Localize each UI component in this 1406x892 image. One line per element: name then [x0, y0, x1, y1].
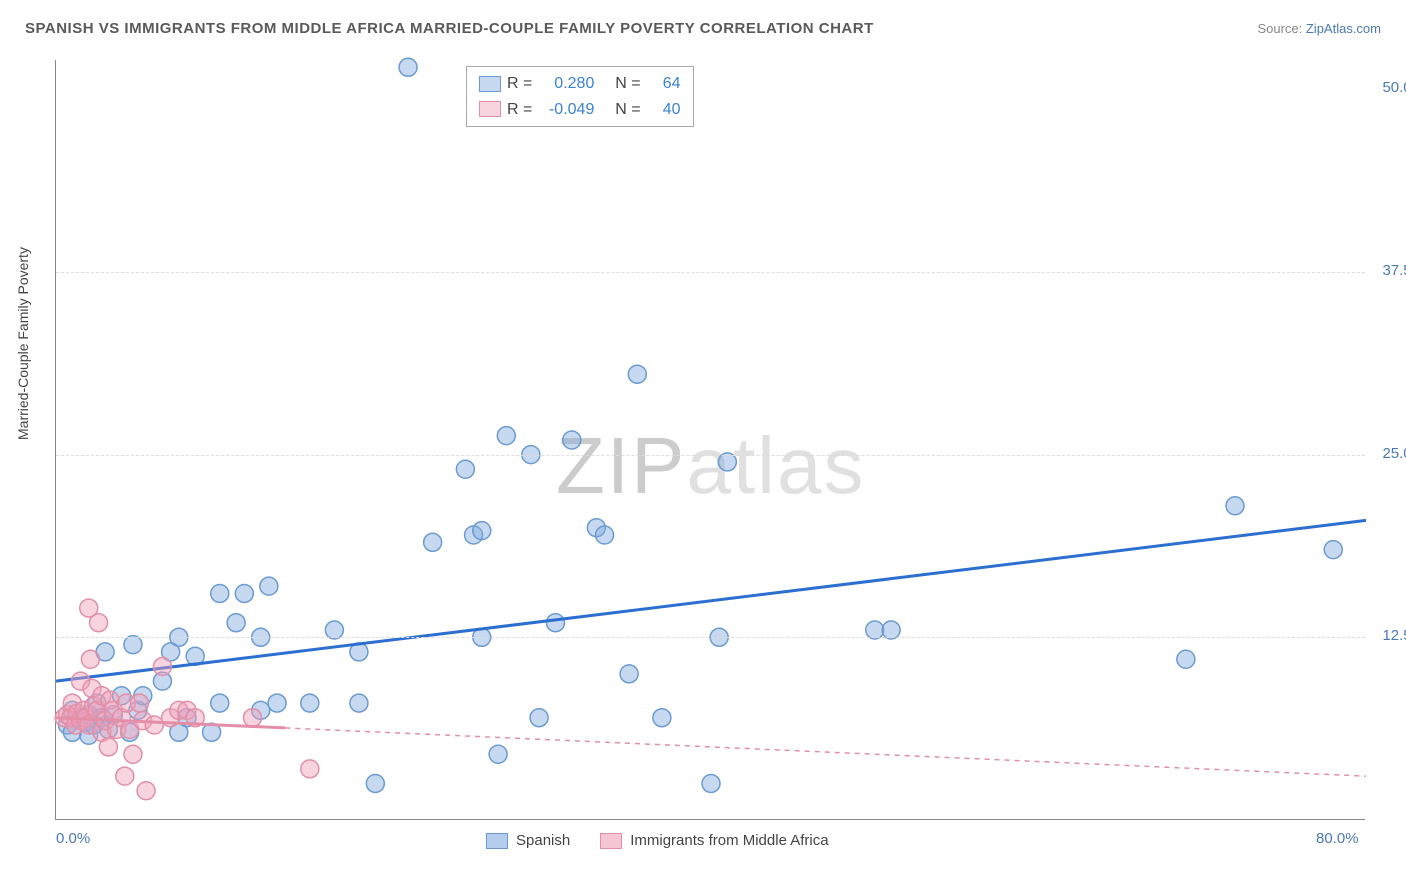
data-point: [456, 460, 474, 478]
data-point: [235, 584, 253, 602]
data-point: [497, 427, 515, 445]
data-point: [530, 709, 548, 727]
data-point: [244, 709, 262, 727]
n-label: N =: [615, 71, 640, 97]
source-citation: Source: ZipAtlas.com: [1257, 21, 1381, 36]
data-point: [399, 58, 417, 76]
regression-line: [56, 520, 1366, 681]
x-tick-label: 0.0%: [56, 830, 90, 847]
data-point: [1177, 650, 1195, 668]
legend-swatch: [479, 76, 501, 92]
data-point: [473, 522, 491, 540]
data-point: [301, 760, 319, 778]
data-point: [866, 621, 884, 639]
data-point: [124, 636, 142, 654]
correlation-legend: R =0.280 N = 64 R =-0.049 N = 40: [466, 66, 694, 127]
data-point: [131, 694, 149, 712]
n-label: N =: [615, 97, 640, 123]
data-point: [227, 614, 245, 632]
data-point: [653, 709, 671, 727]
data-point: [153, 658, 171, 676]
y-tick-label: 25.0%: [1382, 445, 1406, 462]
source-prefix: Source:: [1257, 21, 1305, 36]
y-tick-label: 50.0%: [1382, 79, 1406, 96]
legend-swatch: [486, 833, 508, 849]
data-point: [718, 453, 736, 471]
data-point: [268, 694, 286, 712]
legend-swatch: [479, 101, 501, 117]
data-point: [124, 745, 142, 763]
n-value: 40: [647, 97, 681, 123]
data-point: [99, 738, 117, 756]
x-tick-label: 80.0%: [1316, 830, 1359, 847]
data-point: [137, 782, 155, 800]
chart-title: SPANISH VS IMMIGRANTS FROM MIDDLE AFRICA…: [25, 20, 874, 37]
correlation-legend-row: R =0.280 N = 64: [479, 71, 681, 97]
legend-label: Spanish: [516, 832, 570, 849]
data-point: [628, 365, 646, 383]
data-point: [882, 621, 900, 639]
data-point: [620, 665, 638, 683]
data-point: [596, 526, 614, 544]
gridline: [56, 455, 1365, 456]
r-value: 0.280: [538, 71, 594, 97]
correlation-legend-row: R =-0.049 N = 40: [479, 97, 681, 123]
r-label: R =: [507, 71, 532, 97]
regression-line-dashed: [285, 728, 1366, 776]
data-point: [366, 774, 384, 792]
legend-swatch: [600, 833, 622, 849]
data-point: [301, 694, 319, 712]
data-point: [145, 716, 163, 734]
legend-item: Spanish: [486, 832, 570, 849]
legend-label: Immigrants from Middle Africa: [630, 832, 828, 849]
source-link[interactable]: ZipAtlas.com: [1306, 21, 1381, 36]
gridline: [56, 272, 1365, 273]
series-legend: Spanish Immigrants from Middle Africa: [486, 832, 829, 849]
y-axis-label: Married-Couple Family Poverty: [15, 247, 31, 440]
scatter-svg: [56, 60, 1365, 819]
header: SPANISH VS IMMIGRANTS FROM MIDDLE AFRICA…: [25, 20, 1381, 37]
r-value: -0.049: [538, 97, 594, 123]
data-point: [1324, 541, 1342, 559]
data-point: [563, 431, 581, 449]
n-value: 64: [647, 71, 681, 97]
data-point: [702, 774, 720, 792]
data-point: [90, 614, 108, 632]
data-point: [489, 745, 507, 763]
data-point: [546, 614, 564, 632]
gridline: [56, 637, 1365, 638]
data-point: [211, 694, 229, 712]
data-point: [81, 650, 99, 668]
legend-item: Immigrants from Middle Africa: [600, 832, 828, 849]
data-point: [211, 584, 229, 602]
data-point: [260, 577, 278, 595]
plot-area: ZIPatlas R =0.280 N =64R =-0.049 N =40 S…: [55, 60, 1365, 820]
y-tick-label: 37.5%: [1382, 262, 1406, 279]
data-point: [350, 694, 368, 712]
data-point: [116, 767, 134, 785]
data-point: [1226, 497, 1244, 515]
y-tick-label: 12.5%: [1382, 627, 1406, 644]
data-point: [325, 621, 343, 639]
r-label: R =: [507, 97, 532, 123]
data-point: [424, 533, 442, 551]
